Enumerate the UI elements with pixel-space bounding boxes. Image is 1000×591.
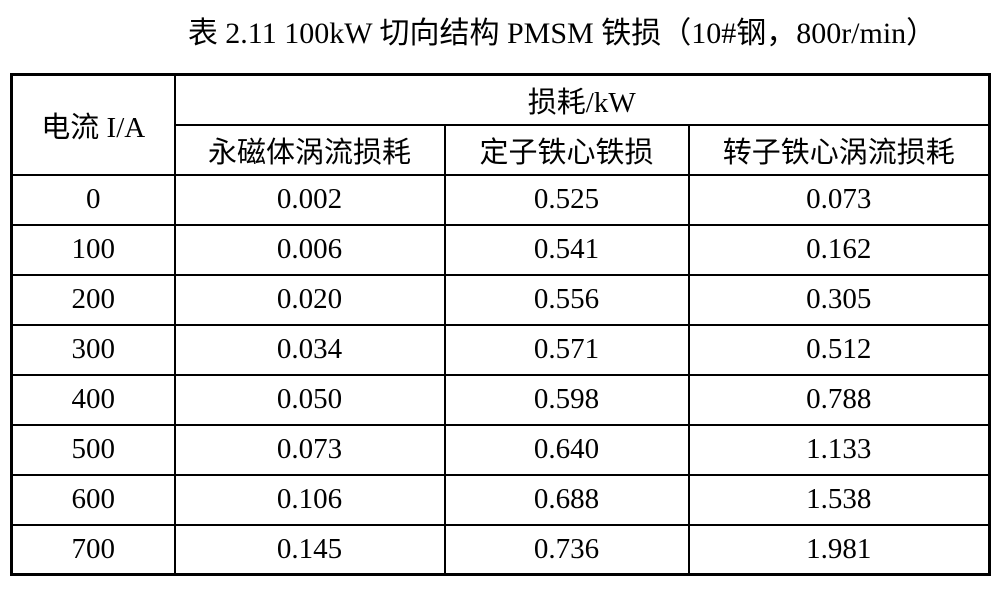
cell-current: 100 — [10, 223, 176, 276]
table-row: 300 0.034 0.571 0.512 — [10, 323, 991, 376]
table-row: 400 0.050 0.598 0.788 — [10, 373, 991, 426]
cell-current: 300 — [10, 323, 176, 376]
cell-pm-eddy: 0.002 — [173, 173, 446, 226]
cell-current: 200 — [10, 273, 176, 326]
cell-pm-eddy: 0.145 — [173, 523, 446, 576]
cell-stator: 0.541 — [443, 223, 690, 276]
table-caption: 表 2.11 100kW 切向结构 PMSM 铁损（10#钢，800r/min） — [187, 17, 937, 50]
cell-current: 0 — [10, 173, 176, 226]
cell-pm-eddy: 0.006 — [173, 223, 446, 276]
cell-rotor: 1.981 — [687, 523, 991, 576]
cell-pm-eddy: 0.020 — [173, 273, 446, 326]
cell-stator: 0.571 — [443, 323, 690, 376]
header-stator-core-loss: 定子铁心铁损 — [443, 123, 690, 176]
table-row: 0 0.002 0.525 0.073 — [10, 173, 991, 226]
table-row: 700 0.145 0.736 1.981 — [10, 523, 991, 576]
cell-current: 400 — [10, 373, 176, 426]
cell-rotor: 0.073 — [687, 173, 991, 226]
cell-rotor: 0.305 — [687, 273, 991, 326]
cell-stator: 0.736 — [443, 523, 690, 576]
cell-stator: 0.640 — [443, 423, 690, 476]
cell-pm-eddy: 0.034 — [173, 323, 446, 376]
cell-rotor: 0.512 — [687, 323, 991, 376]
header-pm-eddy-loss: 永磁体涡流损耗 — [173, 123, 446, 176]
header-row-group: 电流 I/A 损耗/kW — [10, 73, 991, 176]
table-row: 100 0.006 0.541 0.162 — [10, 223, 991, 276]
table-row: 500 0.073 0.640 1.133 — [10, 423, 991, 476]
header-loss-group: 损耗/kW — [173, 73, 991, 126]
cell-stator: 0.598 — [443, 373, 690, 426]
iron-loss-table: 电流 I/A 损耗/kW 永磁体涡流损耗 定子铁心铁损 转子铁心涡流损耗 0 0… — [10, 73, 991, 576]
cell-rotor: 1.538 — [687, 473, 991, 526]
table-row: 200 0.020 0.556 0.305 — [10, 273, 991, 326]
cell-rotor: 1.133 — [687, 423, 991, 476]
table-row: 600 0.106 0.688 1.538 — [10, 473, 991, 526]
header-current: 电流 I/A — [10, 73, 176, 176]
cell-current: 600 — [10, 473, 176, 526]
cell-stator: 0.688 — [443, 473, 690, 526]
cell-current: 500 — [10, 423, 176, 476]
cell-rotor: 0.788 — [687, 373, 991, 426]
header-row-sub: 永磁体涡流损耗 定子铁心铁损 转子铁心涡流损耗 — [12, 123, 991, 176]
header-rotor-eddy-loss: 转子铁心涡流损耗 — [687, 123, 991, 176]
cell-current: 700 — [10, 523, 176, 576]
cell-stator: 0.525 — [443, 173, 690, 226]
cell-rotor: 0.162 — [687, 223, 991, 276]
cell-pm-eddy: 0.106 — [173, 473, 446, 526]
cell-stator: 0.556 — [443, 273, 690, 326]
cell-pm-eddy: 0.073 — [173, 423, 446, 476]
cell-pm-eddy: 0.050 — [173, 373, 446, 426]
